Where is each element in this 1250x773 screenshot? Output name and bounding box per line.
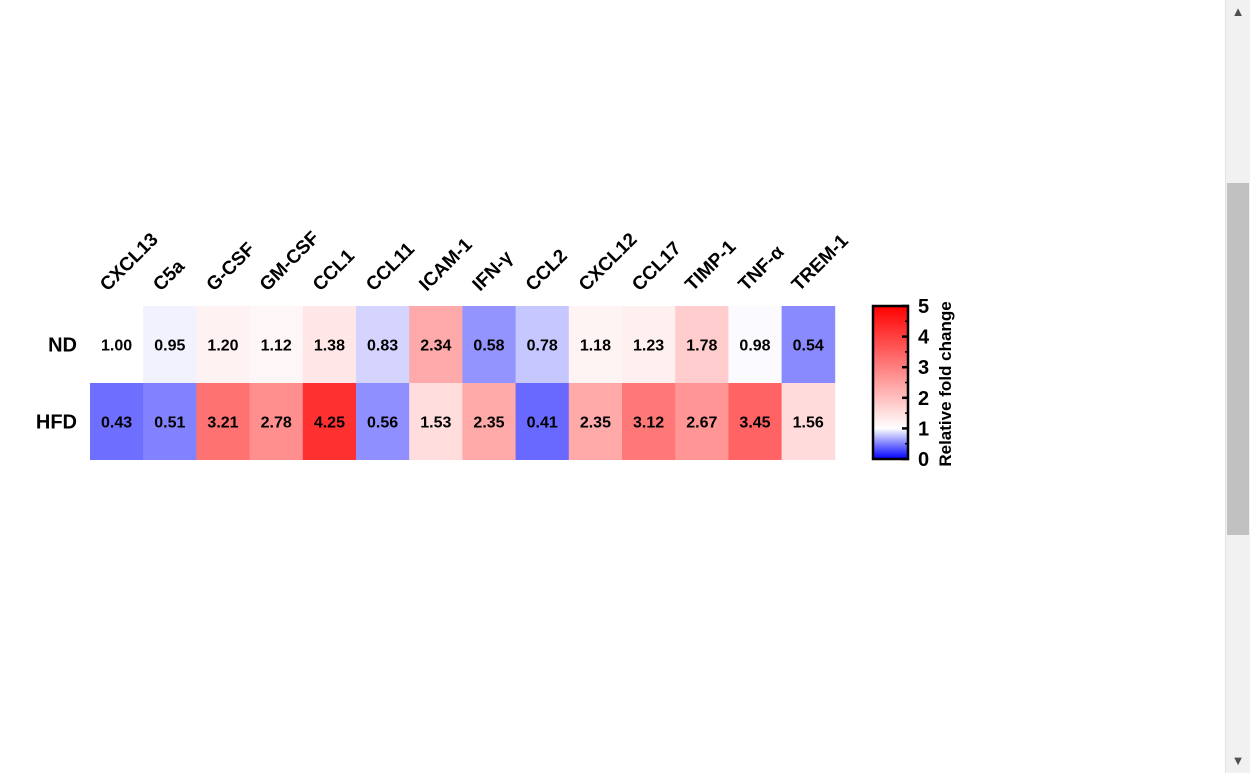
row-label: HFD [36,412,77,434]
colorbar-tick-label: 0 [918,449,929,471]
heatmap-cell-value: 0.56 [367,415,398,432]
heatmap-cell [302,383,357,460]
heatmap-cell [781,383,836,460]
heatmap-cell [675,306,729,383]
heatmap-cell [249,306,304,383]
heatmap-cell [515,383,570,460]
heatmap-cell [515,306,570,383]
colorbar: 0 1 2 3 4 5 Relative fold change [871,296,955,471]
heatmap-cell-value: 2.35 [473,415,504,432]
heatmap-cell-value: 1.12 [261,338,292,355]
heatmap-cell [568,306,623,383]
column-label: G-CSF [203,239,260,296]
heatmap-cell-value: 1.20 [207,338,238,355]
heatmap-cell [249,383,304,460]
heatmap-cell [90,306,144,383]
heatmap-cell [622,306,676,383]
column-label: TIMP-1 [681,236,740,295]
scrollbar-thumb[interactable] [1227,183,1249,535]
heatmap-cells [90,306,836,460]
heatmap-cell-value: 0.54 [793,338,824,355]
colorbar-tick-label: 3 [918,357,929,379]
heatmap-value-labels: 1.00 0.95 1.20 1.12 1.38 0.83 2.34 0.58 0.78 1.18… [101,338,824,432]
heatmap-cell-value: 4.25 [314,415,345,432]
heatmap-cell [462,383,516,460]
column-label: CCL2 [522,246,572,296]
heatmap-cell [728,306,782,383]
colorbar-ticks: 0 1 2 3 4 5 [902,296,930,471]
heatmap-cell [196,383,250,460]
column-label: TNF-α [735,242,789,296]
column-label: ICAM-1 [415,234,476,295]
heatmap-cell [462,306,516,383]
heatmap-cell [409,306,463,383]
column-label: TREM-1 [788,230,853,295]
column-label: CXCL12 [575,229,641,295]
heatmap-cell-value: 1.23 [633,338,664,355]
heatmap-cell [356,383,410,460]
row-label: ND [48,335,77,357]
column-label: IFN-γ [469,247,518,296]
heatmap-cell-value: 0.83 [367,338,398,355]
heatmap-cell-value: 1.53 [420,415,451,432]
heatmap-cell-value: 1.18 [580,338,611,355]
heatmap-cell-value: 0.51 [154,415,185,432]
column-label: CCL11 [362,239,419,296]
colorbar-gradient [871,304,910,461]
column-label: CXCL13 [96,229,162,295]
heatmap-cell-value: 1.00 [101,338,132,355]
colorbar-tick-label: 2 [918,388,929,410]
heatmap-cell [728,383,782,460]
colorbar-tick-label: 4 [918,327,930,349]
heatmap-cell [622,383,676,460]
heatmap-cell [356,306,410,383]
scroll-up-arrow-icon[interactable]: ▲ [1231,4,1245,19]
column-label: CCL1 [309,245,359,295]
heatmap-cell [781,306,836,383]
vertical-scrollbar[interactable]: ▲ ▼ [1225,0,1250,773]
heatmap-cell-value: 0.98 [739,338,770,355]
heatmap-cell-value: 3.45 [739,415,770,432]
heatmap-cell-value: 0.58 [473,338,504,355]
heatmap-cell [143,383,197,460]
heatmap-cell-value: 2.67 [686,415,717,432]
row-labels: ND HFD [36,335,77,434]
heatmap-cell-value: 0.41 [527,415,558,432]
colorbar-tick-label: 5 [918,296,929,318]
heatmap-cell [196,306,250,383]
heatmap-cell [302,306,357,383]
heatmap-cell-value: 1.78 [686,338,717,355]
heatmap-cell-value: 0.78 [527,338,558,355]
colorbar-title: Relative fold change [936,301,955,466]
heatmap-cell [90,383,144,460]
column-label: C5a [149,256,189,296]
heatmap-cell-value: 0.95 [154,338,185,355]
heatmap-cell-value: 1.38 [314,338,345,355]
heatmap-cell [675,383,729,460]
heatmap-cell-value: 2.35 [580,415,611,432]
heatmap-cell-value: 3.12 [633,415,664,432]
colorbar-tick-label: 1 [918,418,929,440]
heatmap-cell-value: 2.34 [420,338,451,355]
heatmap-cell [143,306,197,383]
heatmap-cell-value: 1.56 [793,415,824,432]
heatmap-cell-value: 3.21 [207,415,238,432]
heatmap-cell [409,383,463,460]
heatmap-cell-value: 0.43 [101,415,132,432]
heatmap-cell [568,383,623,460]
heatmap-cell-value: 2.78 [261,415,292,432]
scroll-down-arrow-icon[interactable]: ▼ [1231,753,1245,768]
